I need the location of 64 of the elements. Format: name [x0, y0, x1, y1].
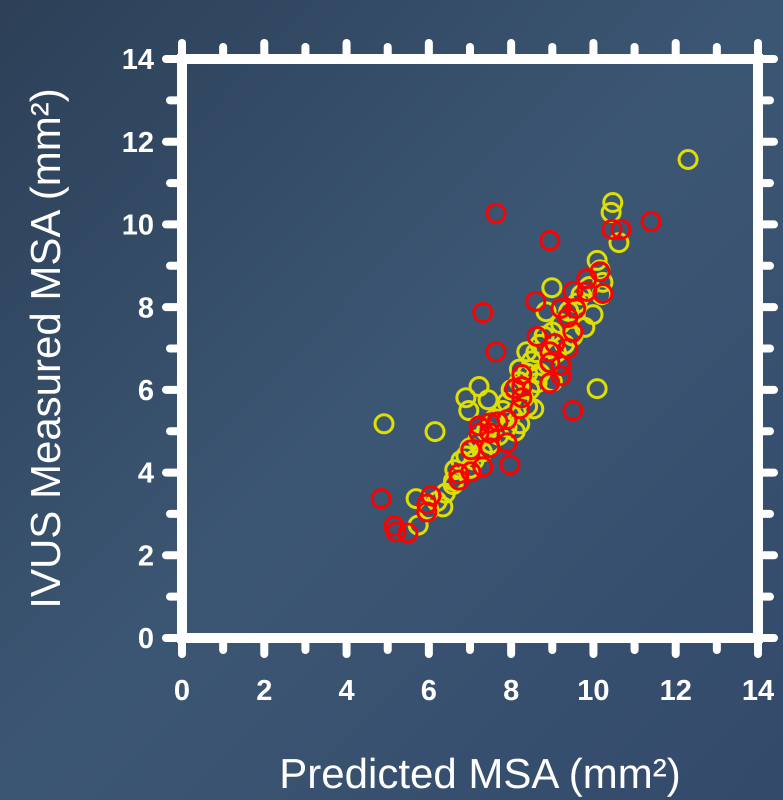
point	[601, 218, 622, 240]
y-tick-label: 4	[138, 458, 154, 490]
point	[557, 306, 578, 328]
point	[496, 432, 518, 454]
point	[485, 341, 506, 362]
point	[487, 411, 508, 432]
point	[562, 280, 584, 302]
point	[479, 437, 500, 458]
point	[397, 522, 418, 544]
y-tick-label: 10	[122, 210, 154, 242]
point	[511, 364, 532, 386]
x-tick-label: 6	[420, 675, 437, 707]
y-tick-label: 6	[138, 375, 154, 408]
x-tick-label: 14	[742, 675, 774, 707]
point	[448, 470, 470, 491]
point	[385, 521, 406, 542]
point	[550, 298, 572, 319]
point	[550, 365, 572, 386]
point	[448, 463, 470, 484]
point	[539, 352, 560, 374]
x-tick-label: 2	[256, 675, 272, 707]
point	[511, 376, 532, 398]
point	[479, 422, 500, 444]
x-axis-title: Predicted MSA (mm²)	[279, 750, 681, 797]
point	[550, 354, 572, 376]
y-axis-title: IVUS Measured MSA (mm²)	[22, 88, 69, 609]
point	[562, 321, 584, 342]
y-tick-label: 2	[138, 540, 154, 572]
point	[468, 422, 490, 444]
point	[460, 461, 482, 482]
y-tick-label: 0	[138, 623, 154, 656]
point	[496, 409, 518, 430]
point	[526, 326, 548, 348]
x-tick-label: 10	[577, 675, 610, 707]
y-tick-label: 8	[138, 292, 154, 324]
point	[370, 488, 392, 510]
point	[544, 333, 566, 354]
point	[416, 494, 438, 515]
x-tick-label: 8	[503, 675, 520, 707]
point	[525, 290, 546, 312]
point	[610, 218, 632, 240]
point	[576, 280, 598, 302]
point	[420, 485, 442, 506]
x-tick-label: 4	[338, 675, 355, 707]
point	[557, 338, 578, 359]
point	[565, 298, 586, 319]
point	[383, 515, 404, 536]
point	[472, 302, 494, 324]
y-tick-label: 12	[122, 126, 154, 159]
x-tick-label: 0	[174, 675, 190, 707]
point	[576, 268, 598, 290]
point	[499, 454, 520, 476]
point	[472, 456, 494, 478]
point	[539, 341, 560, 362]
point	[485, 202, 506, 224]
point	[539, 230, 560, 252]
point	[504, 378, 526, 400]
point	[562, 400, 584, 422]
x-tick-label: 12	[660, 675, 692, 707]
point	[468, 415, 490, 436]
point	[539, 372, 560, 394]
point	[509, 398, 530, 420]
point	[640, 211, 662, 232]
y-tick-label: 14	[122, 44, 154, 76]
